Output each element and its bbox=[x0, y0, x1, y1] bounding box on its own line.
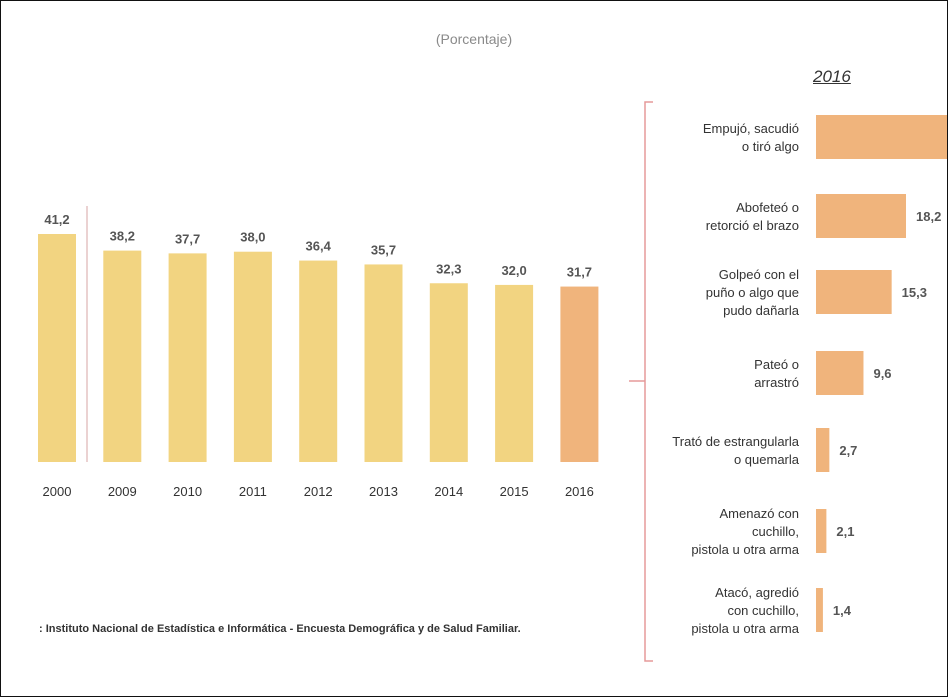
bar-2014 bbox=[429, 283, 468, 462]
hbar-value-label-4: 9,6 bbox=[873, 366, 891, 381]
hbar-7 bbox=[816, 588, 823, 632]
hbar-value-label-6: 2,1 bbox=[836, 524, 854, 539]
category-bracket bbox=[629, 101, 653, 662]
bar-2016 bbox=[560, 286, 599, 462]
hbar-category-label-2: Abofeteó o retorció el brazo bbox=[706, 200, 799, 233]
x-tick-label-2014: 2014 bbox=[434, 484, 463, 499]
bar-value-label-2014: 32,3 bbox=[436, 261, 461, 276]
x-tick-label-2010: 2010 bbox=[173, 484, 202, 499]
bar-2015 bbox=[495, 284, 534, 462]
hbar-1 bbox=[816, 115, 947, 159]
source-note: : Instituto Nacional de Estadística e In… bbox=[39, 623, 521, 635]
bar-2011 bbox=[233, 251, 272, 462]
bar-2010 bbox=[168, 253, 207, 462]
x-tick-label-2013: 2013 bbox=[369, 484, 398, 499]
right-chart-title: 2016 bbox=[813, 67, 851, 86]
hbar-6 bbox=[816, 509, 827, 553]
hbar-category-label-1: Empujó, sacudió o tiró algo bbox=[703, 121, 799, 154]
x-tick-label-2000: 2000 bbox=[43, 484, 72, 499]
hbar-value-label-3: 15,3 bbox=[902, 285, 927, 300]
hbar-category-label-5: Trató de estrangularla o quemarla bbox=[672, 434, 799, 467]
hbar-category-label-3: Golpeó con el puño o algo que pudo dañarla bbox=[706, 267, 800, 318]
x-tick-label-2016: 2016 bbox=[565, 484, 594, 499]
bar-value-label-2012: 36,4 bbox=[306, 239, 332, 254]
bar-value-label-2000: 41,2 bbox=[44, 212, 69, 227]
bar-value-label-2016: 31,7 bbox=[567, 265, 592, 280]
hbar-category-label-6: Amenazó con cuchillo, pistola u otra arma bbox=[691, 506, 799, 557]
hbar-category-label-4: Pateó o arrastró bbox=[754, 357, 799, 390]
chart-subtitle: (Porcentaje) bbox=[435, 31, 513, 47]
hbar-category-label-7: Atacó, agredió con cuchillo, pistola u otr… bbox=[691, 585, 799, 636]
bar-value-label-2013: 35,7 bbox=[371, 242, 396, 257]
hbar-value-label-2: 18,2 bbox=[916, 209, 941, 224]
hbar-3 bbox=[816, 270, 892, 314]
x-tick-label-2011: 2011 bbox=[239, 484, 267, 499]
hbar-value-label-5: 2,7 bbox=[839, 443, 857, 458]
bar-value-label-2011: 38,0 bbox=[240, 230, 265, 245]
hbar-value-label-7: 1,4 bbox=[833, 603, 852, 618]
x-tick-label-2015: 2015 bbox=[500, 484, 529, 499]
bar-value-label-2010: 37,7 bbox=[175, 231, 200, 246]
bar-2012 bbox=[299, 260, 338, 462]
hbar-4 bbox=[816, 351, 864, 395]
bar-2009 bbox=[103, 250, 142, 462]
bar-2000 bbox=[38, 234, 76, 462]
bar-2013 bbox=[364, 264, 403, 462]
x-tick-label-2009: 2009 bbox=[108, 484, 137, 499]
x-tick-label-2012: 2012 bbox=[304, 484, 333, 499]
bar-value-label-2009: 38,2 bbox=[110, 229, 135, 244]
left-bar-chart: 41,2 2000 38,2 2009 37,7 2010 38,0 2011 36,4 2012… bbox=[38, 206, 599, 499]
hbar-2 bbox=[816, 194, 906, 238]
bar-value-label-2015: 32,0 bbox=[501, 263, 526, 278]
hbar-5 bbox=[816, 428, 830, 472]
